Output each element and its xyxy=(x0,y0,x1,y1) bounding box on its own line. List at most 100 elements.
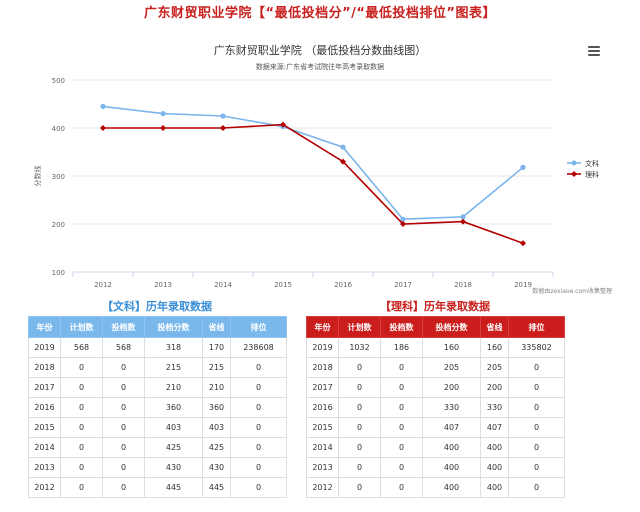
y-tick-label: 200 xyxy=(52,221,65,229)
table-cell: 400 xyxy=(480,437,509,458)
legend-label: 文科 xyxy=(585,159,599,168)
data-point xyxy=(100,103,106,109)
data-point xyxy=(160,111,166,117)
table-cell: 0 xyxy=(230,397,287,418)
table-cell: 2017 xyxy=(28,377,61,398)
table-cell: 2015 xyxy=(306,417,339,438)
table-row: 2015 0 0 407 407 0 xyxy=(306,417,565,438)
table-row: 2016 0 0 330 330 0 xyxy=(306,397,565,418)
data-point xyxy=(460,218,466,225)
table-cell: 407 xyxy=(480,417,509,438)
table-cell: 2013 xyxy=(306,457,339,478)
table-header-row: 年份 计划数 投档数 投档分数 省线 排位 xyxy=(28,316,287,338)
table-cell: 238608 xyxy=(230,337,287,358)
table-cell: 2012 xyxy=(28,477,61,498)
table-cell: 430 xyxy=(202,457,231,478)
table-cell: 330 xyxy=(422,397,481,418)
table-row: 2015 0 0 403 403 0 xyxy=(28,417,287,438)
table-cell: 0 xyxy=(380,457,423,478)
menu-icon[interactable] xyxy=(588,46,600,56)
table-cell: 0 xyxy=(60,357,103,378)
column-header: 投档分数 xyxy=(144,316,203,338)
table-cell: 0 xyxy=(60,477,103,498)
table-cell: 335802 xyxy=(508,337,565,358)
table-cell: 2019 xyxy=(28,337,61,358)
table-cell: 400 xyxy=(422,457,481,478)
column-header: 排位 xyxy=(230,316,287,338)
table-cell: 0 xyxy=(508,437,565,458)
page-title: 广东财贸职业学院【“最低投档分”/“最低投档排位”图表】 xyxy=(144,6,496,21)
column-header: 年份 xyxy=(28,316,61,338)
table-cell: 0 xyxy=(102,437,145,458)
table-cell: 0 xyxy=(60,377,103,398)
column-header: 年份 xyxy=(306,316,339,338)
table-cell: 318 xyxy=(144,337,203,358)
table-row: 2018 0 0 205 205 0 xyxy=(306,357,565,378)
x-tick-label: 2016 xyxy=(334,281,352,289)
data-point xyxy=(100,125,106,131)
y-tick-label: 500 xyxy=(52,77,65,85)
column-header: 投档分数 xyxy=(422,316,481,338)
data-point xyxy=(340,158,346,165)
table-cell: 0 xyxy=(230,457,287,478)
data-point xyxy=(400,221,406,227)
table-cell: 330 xyxy=(480,397,509,418)
table-cell: 0 xyxy=(380,397,423,418)
table-cell: 400 xyxy=(480,477,509,498)
table-cell: 0 xyxy=(60,457,103,478)
table-cell: 2013 xyxy=(28,457,61,478)
column-header: 投档数 xyxy=(102,316,145,338)
series-line-2 xyxy=(103,123,524,244)
x-tick-label: 2015 xyxy=(274,281,292,289)
column-header: 计划数 xyxy=(338,316,381,338)
table-cell: 186 xyxy=(380,337,423,358)
table-cell: 2017 xyxy=(306,377,339,398)
legend-marker xyxy=(571,160,577,166)
table-cell: 360 xyxy=(144,397,203,418)
data-point xyxy=(400,216,406,222)
table-row: 2019 1032 186 160 160 335802 xyxy=(306,337,565,358)
legend-label: 理科 xyxy=(585,170,599,179)
table-cell: 0 xyxy=(102,477,145,498)
table-cell: 205 xyxy=(480,357,509,378)
table-cell: 0 xyxy=(102,457,145,478)
table-cell: 430 xyxy=(144,457,203,478)
table-cell: 0 xyxy=(380,477,423,498)
table-cell: 445 xyxy=(202,477,231,498)
table-cell: 0 xyxy=(508,397,565,418)
table-cell: 0 xyxy=(230,377,287,398)
table-cell: 0 xyxy=(508,477,565,498)
data-point xyxy=(520,240,526,247)
table-cell: 0 xyxy=(338,397,381,418)
table-cell: 568 xyxy=(102,337,145,358)
data-point xyxy=(220,113,226,119)
table-cell: 160 xyxy=(422,337,481,358)
table-cell: 2018 xyxy=(306,357,339,378)
table-cell: 403 xyxy=(144,417,203,438)
table-cell: 0 xyxy=(380,437,423,458)
wenke-table: 年份 计划数 投档数 投档分数 省线 排位 2019 568 568 318 170 238608 2… xyxy=(28,316,287,498)
data-point xyxy=(520,164,526,170)
legend-marker xyxy=(571,171,577,177)
x-tick-label: 2013 xyxy=(154,281,172,289)
table-cell: 215 xyxy=(202,357,231,378)
table-cell: 407 xyxy=(422,417,481,438)
table-cell: 445 xyxy=(144,477,203,498)
table-row: 2017 0 0 200 200 0 xyxy=(306,377,565,398)
table-row: 2019 568 568 318 170 238608 xyxy=(28,337,287,358)
table-cell: 2014 xyxy=(28,437,61,458)
table-cell: 2015 xyxy=(28,417,61,438)
table-cell: 425 xyxy=(144,437,203,458)
table-cell: 0 xyxy=(508,377,565,398)
table-cell: 0 xyxy=(380,377,423,398)
table-cell: 568 xyxy=(60,337,103,358)
line-chart: 广东财贸职业学院 （最低投档分数曲线图） 数据来源:广东省考试院往年高考录取数据 1… xyxy=(0,30,640,300)
table-cell: 425 xyxy=(202,437,231,458)
data-point xyxy=(220,125,226,131)
chart-credit[interactable]: 数据由zexiaoe.com收集整理 xyxy=(532,288,612,295)
table-cell: 2018 xyxy=(28,357,61,378)
table-cell: 170 xyxy=(202,337,231,358)
chart-title: 广东财贸职业学院 （最低投档分数曲线图） xyxy=(214,43,427,57)
table-cell: 0 xyxy=(60,437,103,458)
table-row: 2012 0 0 445 445 0 xyxy=(28,477,287,498)
